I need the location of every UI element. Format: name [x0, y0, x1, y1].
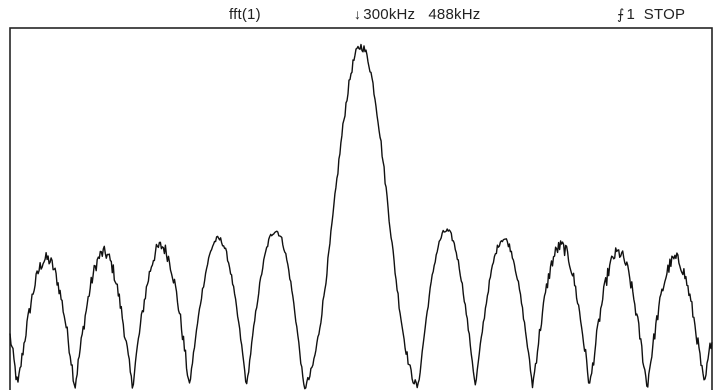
spectrum-trace [9, 43, 713, 390]
channel-trigger-readout: ⨍ 1 STOP [617, 6, 685, 23]
trigger-slope-icon: ⨍ [617, 6, 625, 22]
trigger-readout: ↓ 300kHz 488kHz [354, 6, 480, 23]
falling-edge-icon: ↓ [354, 6, 362, 22]
plot-frame [9, 27, 713, 390]
channel-number: 1 [626, 6, 636, 23]
span-frequency: 488kHz [428, 6, 481, 23]
fft-function-label: fft(1) [229, 6, 261, 23]
status-bar: fft(1) ↓ 300kHz 488kHz ⨍ 1 STOP [0, 0, 724, 28]
trigger-frequency: 300kHz [363, 6, 416, 23]
acquisition-state: STOP [643, 6, 686, 23]
